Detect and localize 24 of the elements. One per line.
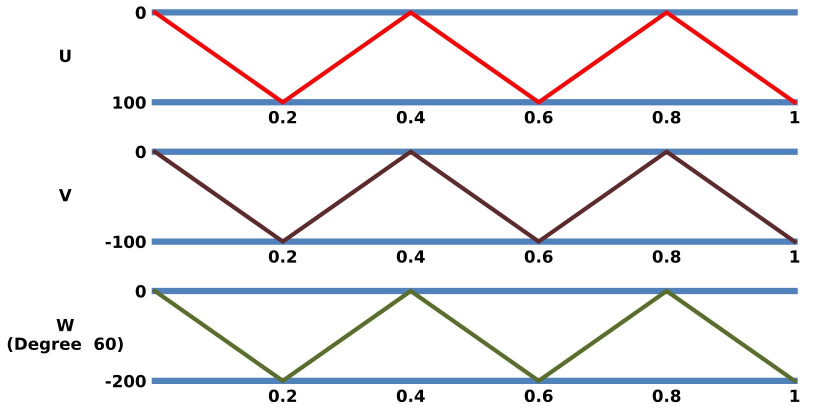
y-tick-label: -100 (106, 236, 146, 248)
x-tick-label: 1 (790, 390, 800, 402)
x-tick-label: 0.8 (652, 110, 680, 124)
y-tick-label: -200 (106, 374, 146, 388)
y-tick-label: 0 (136, 146, 146, 158)
x-tick-label: 1 (790, 250, 800, 263)
x-tick-label: 0.8 (652, 390, 680, 402)
x-tick-label: 0.6 (524, 110, 553, 124)
x-tick-label: 0.6 (524, 390, 553, 402)
x-tick-label: 0.6 (524, 250, 553, 263)
y-tick-label: 0 (136, 284, 146, 298)
x-tick-label: 1 (790, 111, 800, 124)
x-tick-label: 0.2 (268, 110, 296, 124)
y-axis-title: V (58, 189, 72, 202)
x-tick-label: 0.4 (396, 110, 425, 124)
y-axis-title: W (Degree 60) (8, 318, 123, 354)
x-tick-label: 0.8 (652, 250, 680, 263)
y-tick-label: 0 (136, 6, 146, 19)
x-tick-label: 0.2 (268, 250, 296, 263)
x-tick-label: 0.4 (396, 390, 425, 402)
x-tick-label: 0.2 (268, 390, 296, 402)
x-tick-label: 0.4 (396, 250, 425, 263)
y-tick-label: 100 (114, 96, 146, 109)
y-axis-title: U (60, 50, 71, 62)
